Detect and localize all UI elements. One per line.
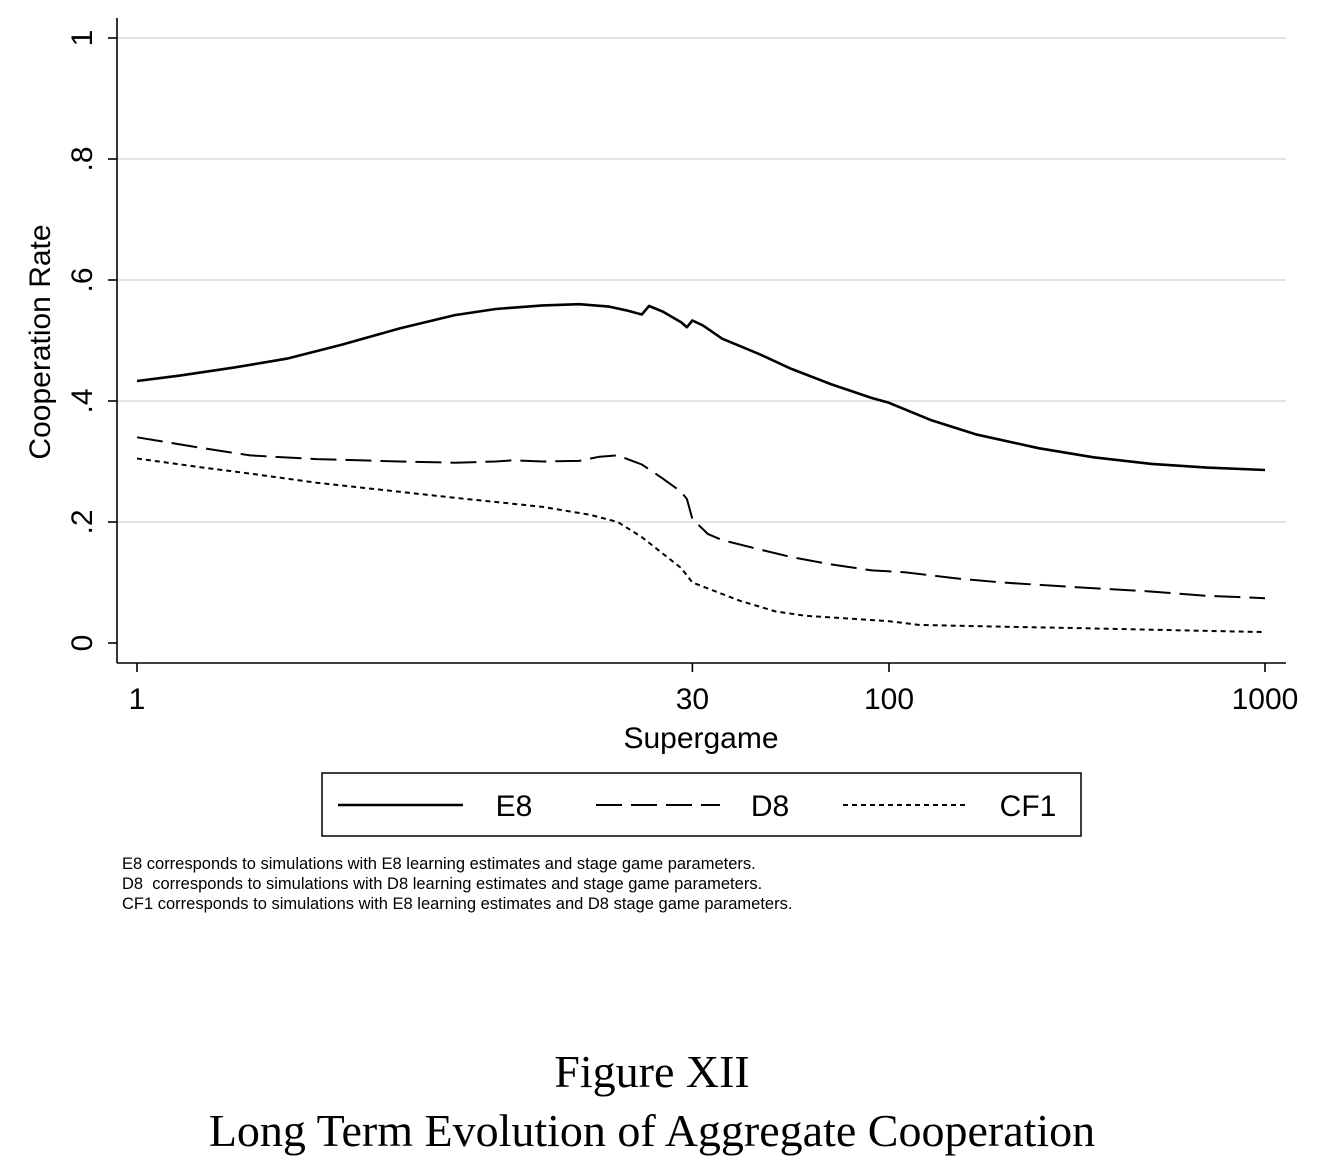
y-tick-label: 1 xyxy=(66,30,99,47)
legend-items: E8 D8 CF1 xyxy=(338,790,1056,823)
legend-label-d8: D8 xyxy=(751,790,789,823)
y-tick-label: .4 xyxy=(66,388,99,413)
series-line-e8 xyxy=(136,302,1266,472)
series-line-d8 xyxy=(136,436,1266,600)
x-tick-label: 1 xyxy=(129,683,146,716)
figure-title: Long Term Evolution of Aggregate Coopera… xyxy=(209,1105,1095,1156)
y-tick-label: .6 xyxy=(66,267,99,292)
series-line-cf1 xyxy=(136,457,1266,634)
y-tick-label: .2 xyxy=(66,509,99,534)
y-tick-label: .8 xyxy=(66,146,99,171)
y-tick-label: 0 xyxy=(66,635,99,652)
notes: E8 corresponds to simulations with E8 le… xyxy=(122,855,792,913)
x-tick-label: 100 xyxy=(864,683,914,716)
x-tick-label: 1000 xyxy=(1232,683,1299,716)
axes xyxy=(116,18,1286,664)
legend-label-cf1: CF1 xyxy=(1000,790,1057,823)
gridlines xyxy=(117,37,1286,523)
legend-box xyxy=(321,772,1082,837)
x-ticks: 1 30 100 1000 xyxy=(129,663,1299,716)
figure-label: Figure XII xyxy=(554,1046,749,1097)
series-lines xyxy=(136,302,1266,634)
note-line-3: CF1 corresponds to simulations with E8 l… xyxy=(122,895,792,913)
y-ticks: 0 .2 .4 .6 .8 1 xyxy=(66,30,117,652)
legend: E8 D8 CF1 xyxy=(321,772,1082,837)
note-line-1: E8 corresponds to simulations with E8 le… xyxy=(122,855,756,873)
legend-label-e8: E8 xyxy=(496,790,533,823)
note-line-2: D8 corresponds to simulations with D8 le… xyxy=(122,875,762,893)
y-axis-label: Cooperation Rate xyxy=(24,224,57,459)
x-axis-label: Supergame xyxy=(623,722,778,755)
x-tick-label: 30 xyxy=(676,683,709,716)
